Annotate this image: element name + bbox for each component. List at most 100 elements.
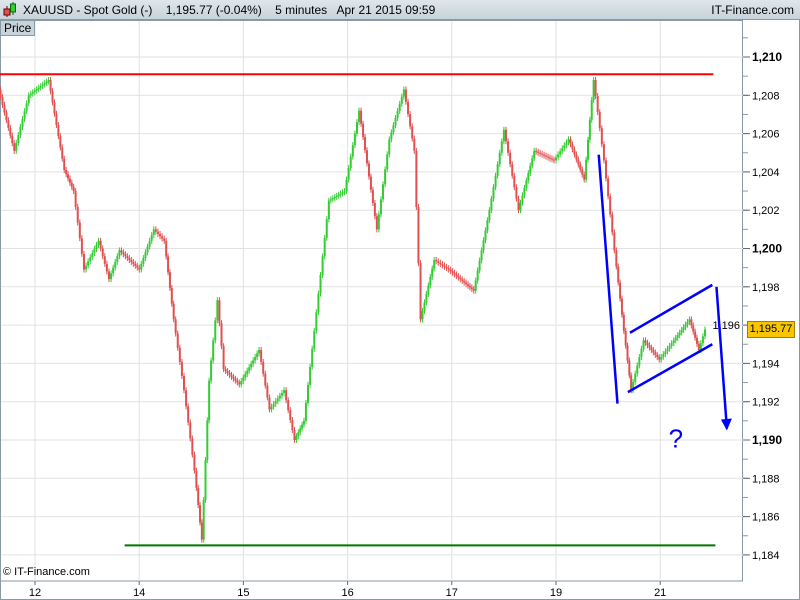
y-tick-label: 1,196 — [712, 320, 740, 332]
price-panel-label[interactable]: Price — [0, 20, 36, 36]
candle-down — [515, 187, 518, 199]
candle-down — [415, 150, 418, 208]
candle-up — [140, 263, 143, 270]
candle-down — [607, 178, 610, 197]
candle-up — [47, 79, 50, 82]
candle-up — [258, 349, 261, 354]
candlestick-icon — [3, 2, 16, 17]
candle-down — [441, 264, 444, 266]
candle-down — [193, 454, 196, 471]
candle-down — [167, 256, 170, 273]
candle-up — [559, 151, 562, 155]
candle-down — [362, 123, 365, 138]
candle-up — [33, 90, 36, 93]
candle-down — [1, 97, 4, 105]
candle-down — [468, 285, 471, 288]
candle-up — [670, 343, 673, 346]
candle-down — [170, 287, 173, 304]
candle-down — [168, 272, 171, 288]
candle-down — [407, 101, 410, 115]
candle-down — [3, 104, 6, 113]
candle-down — [187, 406, 190, 423]
candle-up — [358, 110, 361, 123]
candle-down — [264, 373, 267, 386]
candle-down — [594, 79, 597, 97]
candle-down — [13, 143, 16, 151]
candle-down — [236, 380, 239, 383]
candle-down — [222, 346, 225, 370]
candle-down — [70, 182, 73, 187]
candle-down — [132, 261, 135, 264]
candle-down — [628, 360, 631, 376]
candle-up — [662, 354, 665, 357]
candle-down — [654, 352, 657, 355]
candle-up — [97, 240, 100, 245]
candle-up — [146, 246, 149, 253]
candle-up — [35, 89, 38, 91]
candle-up — [590, 99, 593, 120]
y-tick-label: 1,210 — [752, 50, 782, 64]
candle-down — [218, 300, 221, 324]
candle-up — [684, 324, 687, 328]
y-tick-label: 1,204 — [752, 167, 780, 179]
candle-down — [238, 382, 241, 385]
candle-up — [85, 265, 88, 270]
candle-down — [154, 229, 157, 232]
candle-up — [274, 401, 277, 404]
candle-up — [382, 184, 385, 200]
candle-down — [220, 323, 223, 347]
candle-down — [552, 159, 555, 161]
candle-up — [632, 381, 635, 391]
candle-down — [463, 280, 466, 283]
candle-up — [248, 367, 251, 371]
candle-up — [41, 84, 44, 87]
y-tick-label: 1,192 — [752, 397, 780, 409]
candle-down — [609, 196, 612, 215]
candle-down — [417, 207, 420, 264]
copyright: © IT-Finance.com — [3, 566, 90, 578]
candle-down — [517, 198, 520, 211]
candle-down — [539, 152, 542, 154]
candle-up — [39, 86, 42, 88]
candle-down — [648, 345, 651, 348]
candle-down — [266, 385, 269, 398]
candle-down — [228, 372, 231, 375]
candle-down — [371, 189, 374, 203]
candle-up — [341, 192, 344, 194]
candle-down — [451, 271, 454, 273]
candle-down — [156, 231, 159, 234]
candle-up — [678, 332, 681, 336]
candle-up — [280, 392, 283, 396]
x-tick-label: 14 — [133, 587, 145, 599]
candle-down — [67, 174, 70, 179]
candle-down — [59, 136, 62, 148]
candle-down — [159, 233, 162, 237]
candle-down — [262, 361, 265, 374]
candle-up — [396, 110, 399, 119]
candle-up — [668, 345, 671, 349]
candle-down — [437, 261, 440, 263]
candle-down — [9, 127, 12, 136]
datetime: Apr 21 2015 09:59 — [336, 3, 436, 17]
candle-down — [165, 240, 168, 257]
candle-down — [63, 158, 66, 170]
candle-up — [592, 79, 595, 100]
candle-up — [337, 194, 340, 196]
candle-down — [82, 253, 85, 270]
candle-down — [72, 186, 75, 192]
candle-up — [150, 235, 153, 241]
drop-trendline — [597, 154, 619, 404]
candle-down — [224, 369, 227, 372]
candle-up — [45, 81, 48, 84]
candle-down — [619, 282, 622, 299]
candle-down — [447, 268, 450, 270]
candle-up — [686, 321, 689, 325]
candle-up — [206, 420, 209, 461]
candle-down — [49, 79, 52, 92]
candle-up — [674, 337, 677, 341]
candle-up — [250, 363, 253, 368]
candle-up — [664, 351, 667, 355]
candle-down — [575, 154, 578, 160]
candle-down — [646, 342, 649, 346]
